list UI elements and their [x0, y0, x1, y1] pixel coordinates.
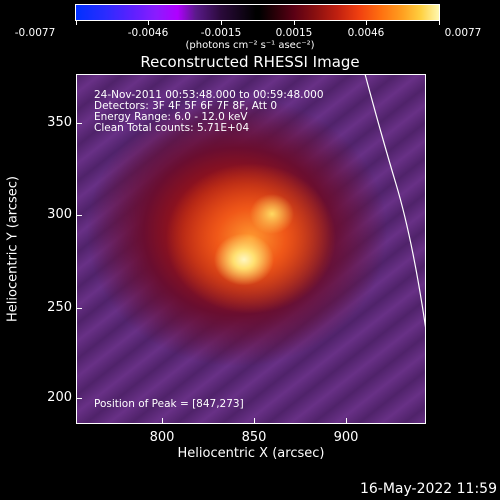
colorbar-tick [439, 21, 440, 25]
x-tick [162, 418, 163, 424]
colorbar [75, 4, 440, 21]
footer-timestamp: 16-May-2022 11:59 [359, 481, 497, 497]
peak-position-label: Position of Peak = [847,273] [94, 398, 244, 410]
plot-frame [76, 74, 426, 424]
y-tick-label: 200 [47, 390, 72, 405]
colorbar-label: -0.0077 [14, 27, 56, 39]
colorbar-units: (photons cm⁻² s⁻¹ asec⁻²) [185, 40, 315, 51]
y-tick-label: 250 [47, 300, 72, 315]
colorbar-label: -0.0046 [127, 27, 169, 39]
info-detectors: Detectors: 3F 4F 5F 6F 7F 8F, Att 0 [94, 100, 278, 112]
colorbar-tick [294, 21, 295, 25]
x-tick [346, 418, 347, 424]
rhessi-image [76, 74, 426, 424]
y-tick-label: 300 [47, 207, 72, 222]
y-axis-title: Heliocentric Y (arcsec) [5, 176, 21, 322]
x-axis-title: Heliocentric X (arcsec) [177, 446, 325, 461]
x-tick-label: 900 [333, 430, 359, 445]
colorbar-tick [148, 21, 149, 25]
x-tick-label: 800 [149, 430, 175, 445]
y-tick [76, 215, 82, 216]
y-tick [76, 308, 82, 309]
colorbar-tick [366, 21, 367, 25]
info-time-range: 24-Nov-2011 00:53:48.000 to 00:59:48.000 [94, 89, 324, 101]
info-energy-range: Energy Range: 6.0 - 12.0 keV [94, 111, 248, 123]
y-tick [76, 123, 82, 124]
colorbar-label: 0.0015 [275, 27, 313, 39]
plot-title: Reconstructed RHESSI Image [140, 53, 360, 71]
x-tick-label: 850 [241, 430, 267, 445]
solar-limb-curve [364, 74, 426, 335]
limb-line [364, 74, 426, 335]
colorbar-label: 0.0077 [444, 27, 482, 39]
x-tick [254, 418, 255, 424]
colorbar-tick [76, 21, 77, 25]
colorbar-tick [221, 21, 222, 25]
y-tick [76, 398, 82, 399]
colorbar-label: 0.0046 [347, 27, 385, 39]
y-tick-label: 350 [47, 115, 72, 130]
info-total-counts: Clean Total counts: 5.71E+04 [94, 122, 250, 134]
colorbar-label: -0.0015 [200, 27, 242, 39]
